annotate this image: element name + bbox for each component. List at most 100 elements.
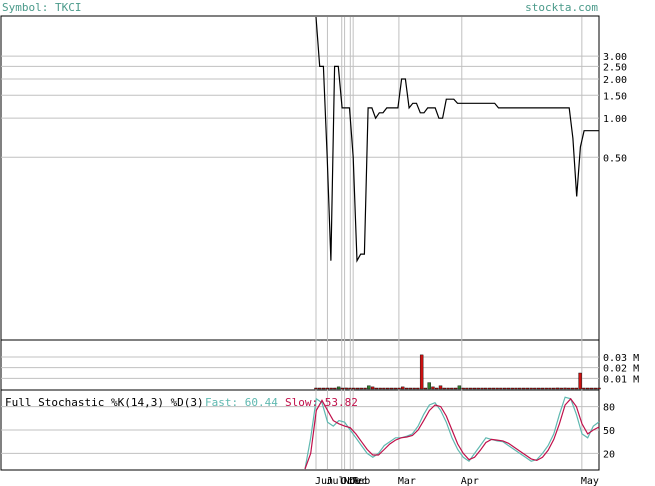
volume-bar	[314, 387, 318, 390]
volume-bar	[484, 387, 488, 390]
volume-bar	[461, 387, 465, 390]
volume-bar	[506, 387, 511, 390]
x-tick-label: Feb	[352, 476, 370, 486]
volume-bar	[585, 387, 590, 390]
volume-bar	[389, 387, 394, 390]
volume-bar	[544, 387, 548, 390]
volume-series	[314, 354, 601, 390]
price-tick-label: 2.50	[603, 62, 627, 73]
volume-bar	[359, 387, 363, 390]
stochastic-title: Full Stochastic %K(14,3) %D(3)	[5, 396, 204, 409]
stochastic-tick-label: 80	[603, 403, 615, 414]
volume-bar	[355, 387, 360, 390]
x-tick-label: Jul	[326, 476, 344, 486]
volume-bar	[321, 387, 326, 390]
volume-bar	[333, 387, 337, 390]
volume-bar	[597, 387, 601, 390]
stochastic-tick-label: 20	[603, 449, 615, 460]
volume-tick-label: 0.02 M	[603, 364, 639, 375]
volume-bar	[435, 387, 439, 390]
volume-bar	[412, 387, 416, 390]
volume-bar	[536, 387, 541, 390]
volume-bar	[352, 387, 356, 390]
volume-bar	[450, 387, 454, 390]
volume-bar	[401, 386, 405, 390]
volume-bar	[419, 354, 424, 390]
price-series	[315, 16, 599, 263]
volume-bar	[502, 387, 507, 390]
volume-bar	[574, 387, 579, 390]
volume-bar	[472, 387, 477, 390]
volume-bar	[570, 387, 575, 390]
volume-bar	[423, 387, 428, 390]
volume-bar	[480, 387, 484, 390]
brand-label: stockta.com	[525, 1, 598, 14]
volume-bar	[427, 382, 431, 390]
volume-bar	[325, 387, 330, 390]
volume-bar	[578, 372, 582, 390]
volume-bar	[525, 387, 530, 390]
volume-bar	[382, 387, 386, 390]
volume-bar	[367, 385, 371, 390]
volume-bar	[555, 387, 560, 390]
volume-bar	[499, 387, 503, 390]
volume-bar	[318, 387, 322, 390]
volume-bar	[340, 387, 345, 390]
volume-tick-label: 0.03 M	[603, 353, 639, 364]
price-tick-label: 3.00	[603, 52, 627, 63]
volume-bar	[552, 387, 556, 390]
x-tick-label: Dec	[349, 476, 367, 486]
volume-bar	[370, 386, 375, 390]
grid-lines	[1, 17, 599, 469]
volume-bar	[453, 387, 458, 390]
volume-bar	[548, 387, 552, 390]
volume-bar	[374, 387, 379, 390]
volume-bar	[476, 387, 480, 390]
volume-bar	[514, 387, 518, 390]
volume-bar	[385, 387, 390, 390]
price-tick-label: 0.50	[603, 153, 627, 164]
volume-bar	[491, 387, 496, 390]
price-tick-label: 2.00	[603, 75, 627, 86]
volume-bar	[533, 387, 537, 390]
volume-bar	[438, 385, 443, 390]
volume-bar	[589, 387, 594, 390]
volume-bar	[510, 387, 514, 390]
volume-bar	[442, 387, 446, 390]
volume-bar	[378, 387, 382, 390]
volume-bar	[397, 387, 401, 390]
volume-bar	[495, 387, 499, 390]
x-tick-label: May	[581, 476, 599, 486]
stochastic-series	[304, 396, 600, 470]
price-tick-label: 1.00	[603, 114, 627, 125]
volume-bar	[559, 387, 563, 390]
volume-bar	[540, 387, 545, 390]
volume-bar	[431, 386, 435, 390]
volume-bar	[416, 387, 420, 390]
volume-bar	[582, 387, 586, 390]
volume-bar	[457, 385, 462, 390]
x-tick-label: Nov	[344, 476, 362, 486]
x-tick-label: Oct	[341, 476, 359, 486]
volume-bar	[529, 387, 533, 390]
volume-bar	[393, 387, 397, 390]
volume-bar	[329, 387, 333, 390]
volume-bar	[518, 387, 522, 390]
volume-bar	[446, 387, 450, 390]
price-tick-label: 1.50	[603, 91, 627, 102]
volume-panel	[0, 339, 600, 391]
volume-bar	[593, 387, 597, 390]
stochastic-fast-label: Fast: 60.44	[205, 396, 278, 409]
stochastic-slow-label: Slow: 53.82	[285, 396, 358, 409]
stochastic-fast-line	[304, 396, 600, 470]
volume-bar	[408, 387, 413, 390]
volume-bar	[336, 386, 341, 390]
x-tick-label: Apr	[461, 476, 479, 486]
symbol-label: Symbol: TKCI	[2, 1, 81, 14]
volume-bar	[567, 387, 571, 390]
x-tick-label: Jun	[315, 476, 333, 486]
volume-bar	[521, 387, 526, 390]
volume-bar	[363, 387, 367, 390]
volume-bar	[404, 387, 409, 390]
